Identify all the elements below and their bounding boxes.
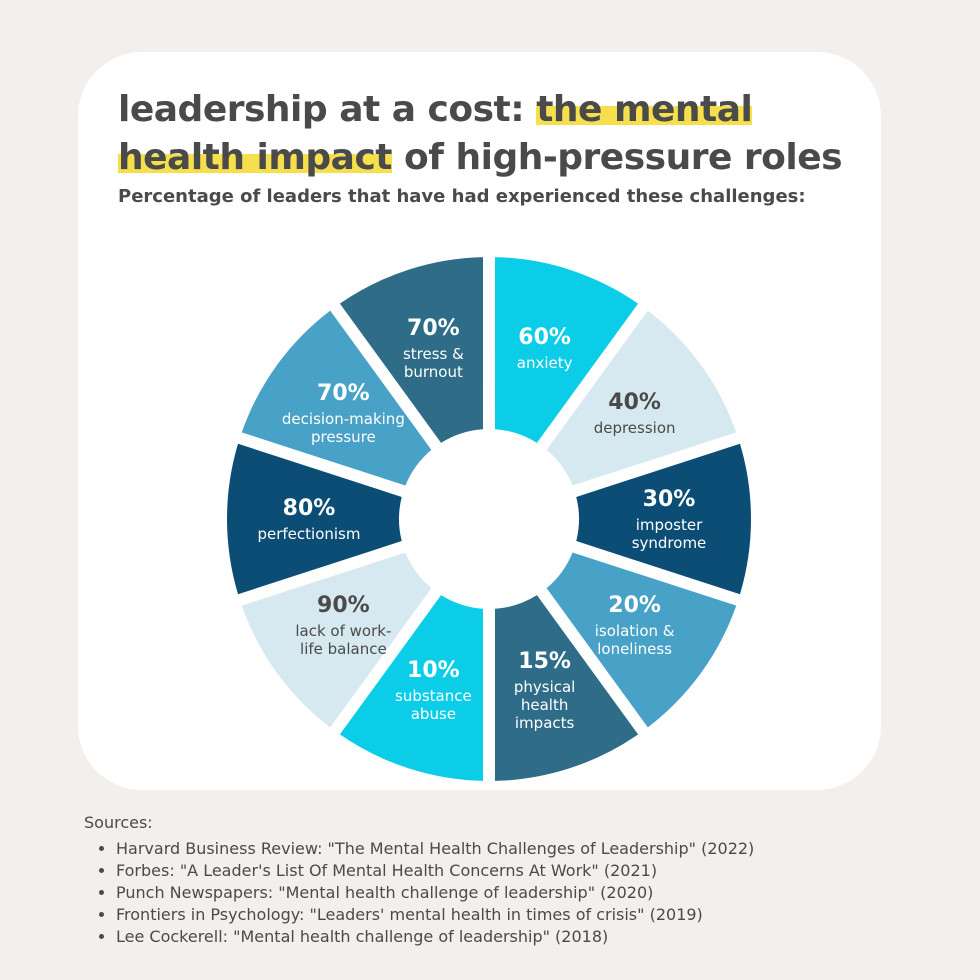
segment-shape [227,443,402,595]
segment-percent: 70% [407,316,460,341]
segment-percent: 40% [608,390,661,415]
segment-label: syndrome [632,534,707,552]
page-title: leadership at a cost: the mental health … [118,86,878,182]
segment-shape [576,443,751,595]
segment-7: 80% perfectionism [227,443,402,595]
segment-percent: 30% [643,487,696,512]
segment-label: burnout [404,363,463,381]
segment-label: pressure [311,428,376,446]
segment-label: abuse [411,705,456,723]
segment-label: imposter [636,516,703,534]
sources-list: Harvard Business Review: "The Mental Hea… [84,838,944,948]
segment-label: perfectionism [257,525,360,543]
segment-shape [546,310,737,486]
segment-percent: 10% [407,658,460,683]
segment-label: health [521,696,568,714]
segment-0: 60% anxiety [494,257,639,443]
segment-shape [241,552,432,728]
segment-label: stress & [403,345,464,363]
segment-label: depression [594,419,676,437]
chart-subtitle: Percentage of leaders that have had expe… [118,186,806,207]
segment-percent: 20% [608,593,661,618]
title-part-2: of high-pressure roles [392,137,843,178]
segment-3: 20% isolation &loneliness [546,552,737,728]
segment-shape [546,552,737,728]
segment-percent: 15% [518,649,571,674]
sources-heading: Sources: [84,813,153,832]
segment-shape [339,595,484,781]
segment-9: 70% stress &burnout [339,257,484,443]
source-item: Lee Cockerell: "Mental health challenge … [116,926,944,948]
segment-label: decision-making [282,410,405,428]
segment-1: 40% depression [546,310,737,486]
source-item: Frontiers in Psychology: "Leaders' menta… [116,904,944,926]
segment-percent: 80% [283,496,336,521]
segment-label: substance [395,687,472,705]
segment-label: life balance [300,640,387,658]
segment-label: anxiety [517,354,573,372]
segment-percent: 60% [518,325,571,350]
segment-shape [494,257,639,443]
segment-label: lack of work- [295,622,391,640]
segment-shape [241,310,432,486]
segment-percent: 70% [317,381,370,406]
segment-label: isolation & [595,622,675,640]
source-item: Harvard Business Review: "The Mental Hea… [116,838,944,860]
segment-percent: 90% [317,593,370,618]
segment-6: 90% lack of work-life balance [241,552,432,728]
segment-label: impacts [515,714,575,732]
source-item: Forbes: "A Leader's List Of Mental Healt… [116,860,944,882]
title-part-1: leadership at a cost: [118,89,537,130]
source-item: Punch Newspapers: "Mental health challen… [116,882,944,904]
segment-label: physical [514,678,576,696]
sources-section: Sources: Harvard Business Review: "The M… [84,813,944,948]
segment-label: loneliness [597,640,672,658]
segment-shape [494,595,639,781]
segment-shape [339,257,484,443]
